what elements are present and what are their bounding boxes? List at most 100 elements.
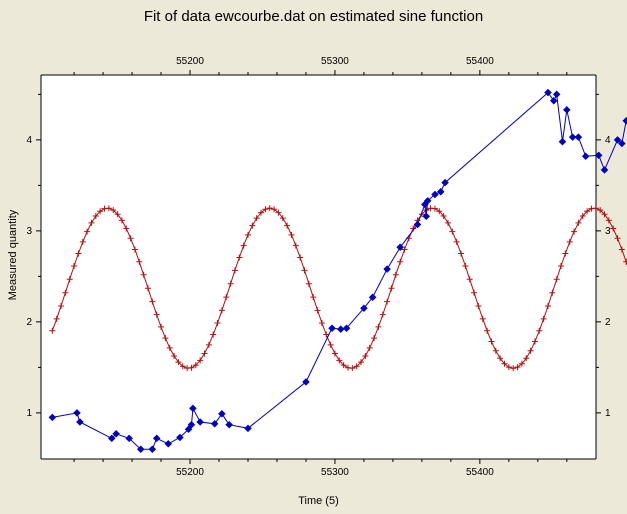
fit-point-marker (388, 285, 395, 292)
fit-point-marker (323, 331, 330, 338)
data-point-marker (176, 433, 184, 442)
fit-point-marker (62, 289, 69, 296)
fit-point-marker (71, 263, 78, 270)
data-point-marker (552, 90, 561, 99)
fit-point-marker (314, 307, 321, 314)
fit-point-marker (236, 254, 243, 261)
fit-point-marker (249, 222, 256, 229)
fit-point-marker (171, 353, 178, 360)
data-point-marker (558, 137, 567, 146)
fit-point-marker (114, 211, 121, 218)
data-point-marker (112, 429, 120, 438)
fit-point-marker (531, 338, 538, 345)
fit-point-marker (127, 235, 134, 242)
fit-point-marker (484, 327, 491, 334)
data-point-marker (581, 152, 590, 161)
fit-point-marker (131, 246, 138, 253)
fit-point-marker (166, 344, 173, 351)
fit-point-marker (544, 303, 551, 310)
fit-point-marker (579, 213, 586, 220)
fit-point-marker (540, 315, 547, 322)
fit-point-marker (505, 364, 512, 371)
data-point-marker (76, 418, 84, 426)
data-point-marker (184, 425, 193, 434)
fit-point-marker (79, 238, 86, 245)
fit-point-marker (527, 347, 534, 354)
data-point-marker (441, 178, 449, 187)
fit-point-marker (240, 242, 247, 249)
y-tick-label-left: 4 (26, 135, 32, 146)
fit-point-marker (110, 207, 117, 214)
y-tick-label-right: 4 (605, 135, 611, 146)
fit-point-marker (105, 205, 112, 212)
fit-point-marker (605, 217, 612, 224)
fit-point-marker (514, 364, 521, 371)
fit-point-marker (118, 217, 125, 224)
fit-point-marker (340, 362, 347, 369)
fit-point-marker (214, 319, 221, 326)
data-point-marker (422, 212, 431, 221)
data-point-marker (210, 419, 219, 428)
y-tick-label-right: 2 (605, 317, 611, 328)
fit-point-marker (366, 344, 373, 351)
chart-title: Fit of data ewcourbe.dat on estimated si… (143, 8, 484, 25)
data-point-marker (244, 424, 252, 433)
fit-point-marker (623, 258, 627, 265)
fit-point-marker (244, 231, 251, 238)
data-point-marker (413, 220, 422, 229)
fit-point-marker (53, 315, 60, 322)
fit-point-marker (479, 315, 486, 322)
x-tick-label-top: 55300 (321, 56, 349, 67)
data-point-marker (618, 139, 626, 148)
axes: 55200 55200 55300 55300 55400 55400 1 1 2 2 3 3 4 4 (26, 56, 611, 478)
fit-point-marker (188, 364, 195, 371)
fit-point-marker (197, 357, 204, 364)
fit-point-marker (562, 250, 569, 257)
fit-point-marker (571, 228, 578, 235)
fit-point-marker (253, 215, 260, 222)
y-tick-label-right: 3 (605, 226, 611, 237)
fit-point-marker (275, 209, 282, 216)
fit-point-marker (523, 355, 530, 362)
fit-point-marker (371, 335, 378, 342)
fit-point-marker (158, 323, 165, 330)
fit-point-marker (301, 267, 308, 274)
data-point-marker (196, 418, 205, 426)
fit-point-marker (553, 276, 560, 283)
data-point-marker (328, 324, 336, 333)
fit-point-marker (58, 303, 65, 310)
fit-point-marker (392, 271, 399, 278)
fit-point-marker (466, 276, 473, 283)
fit-point-marker (310, 294, 317, 301)
fit-point-marker (436, 208, 443, 215)
fit-point-marker (497, 355, 504, 362)
data-point-marker (152, 434, 161, 443)
fit-point-marker (331, 350, 338, 357)
data-point-marker (48, 413, 57, 422)
fit-point-marker (475, 303, 482, 310)
fit-point-marker (149, 298, 156, 305)
fit-point-marker (305, 280, 312, 287)
data-point-marker (107, 434, 116, 443)
fit-point-marker (501, 360, 508, 367)
fit-point-marker (610, 225, 617, 232)
fit-point-marker (192, 362, 199, 369)
fit-point-marker (231, 267, 238, 274)
data-point-marker (613, 136, 622, 144)
data-point-marker (148, 445, 157, 454)
fit-point-marker (223, 294, 230, 301)
data-point-marker (431, 190, 439, 199)
data-point-marker (368, 293, 377, 302)
data-point-marker (383, 265, 391, 273)
fit-point-marker (97, 208, 104, 215)
data-point-marker (423, 196, 432, 205)
fit-point-marker (536, 327, 543, 334)
fit-point-marker (358, 359, 365, 366)
fit-point-marker (218, 307, 225, 314)
fit-point-marker (84, 228, 91, 235)
fit-point-marker (75, 250, 82, 257)
fit-point-marker (279, 215, 286, 222)
fit-point-marker (558, 263, 565, 270)
fit-point-marker (271, 206, 278, 213)
fit-point-marker (262, 206, 269, 213)
